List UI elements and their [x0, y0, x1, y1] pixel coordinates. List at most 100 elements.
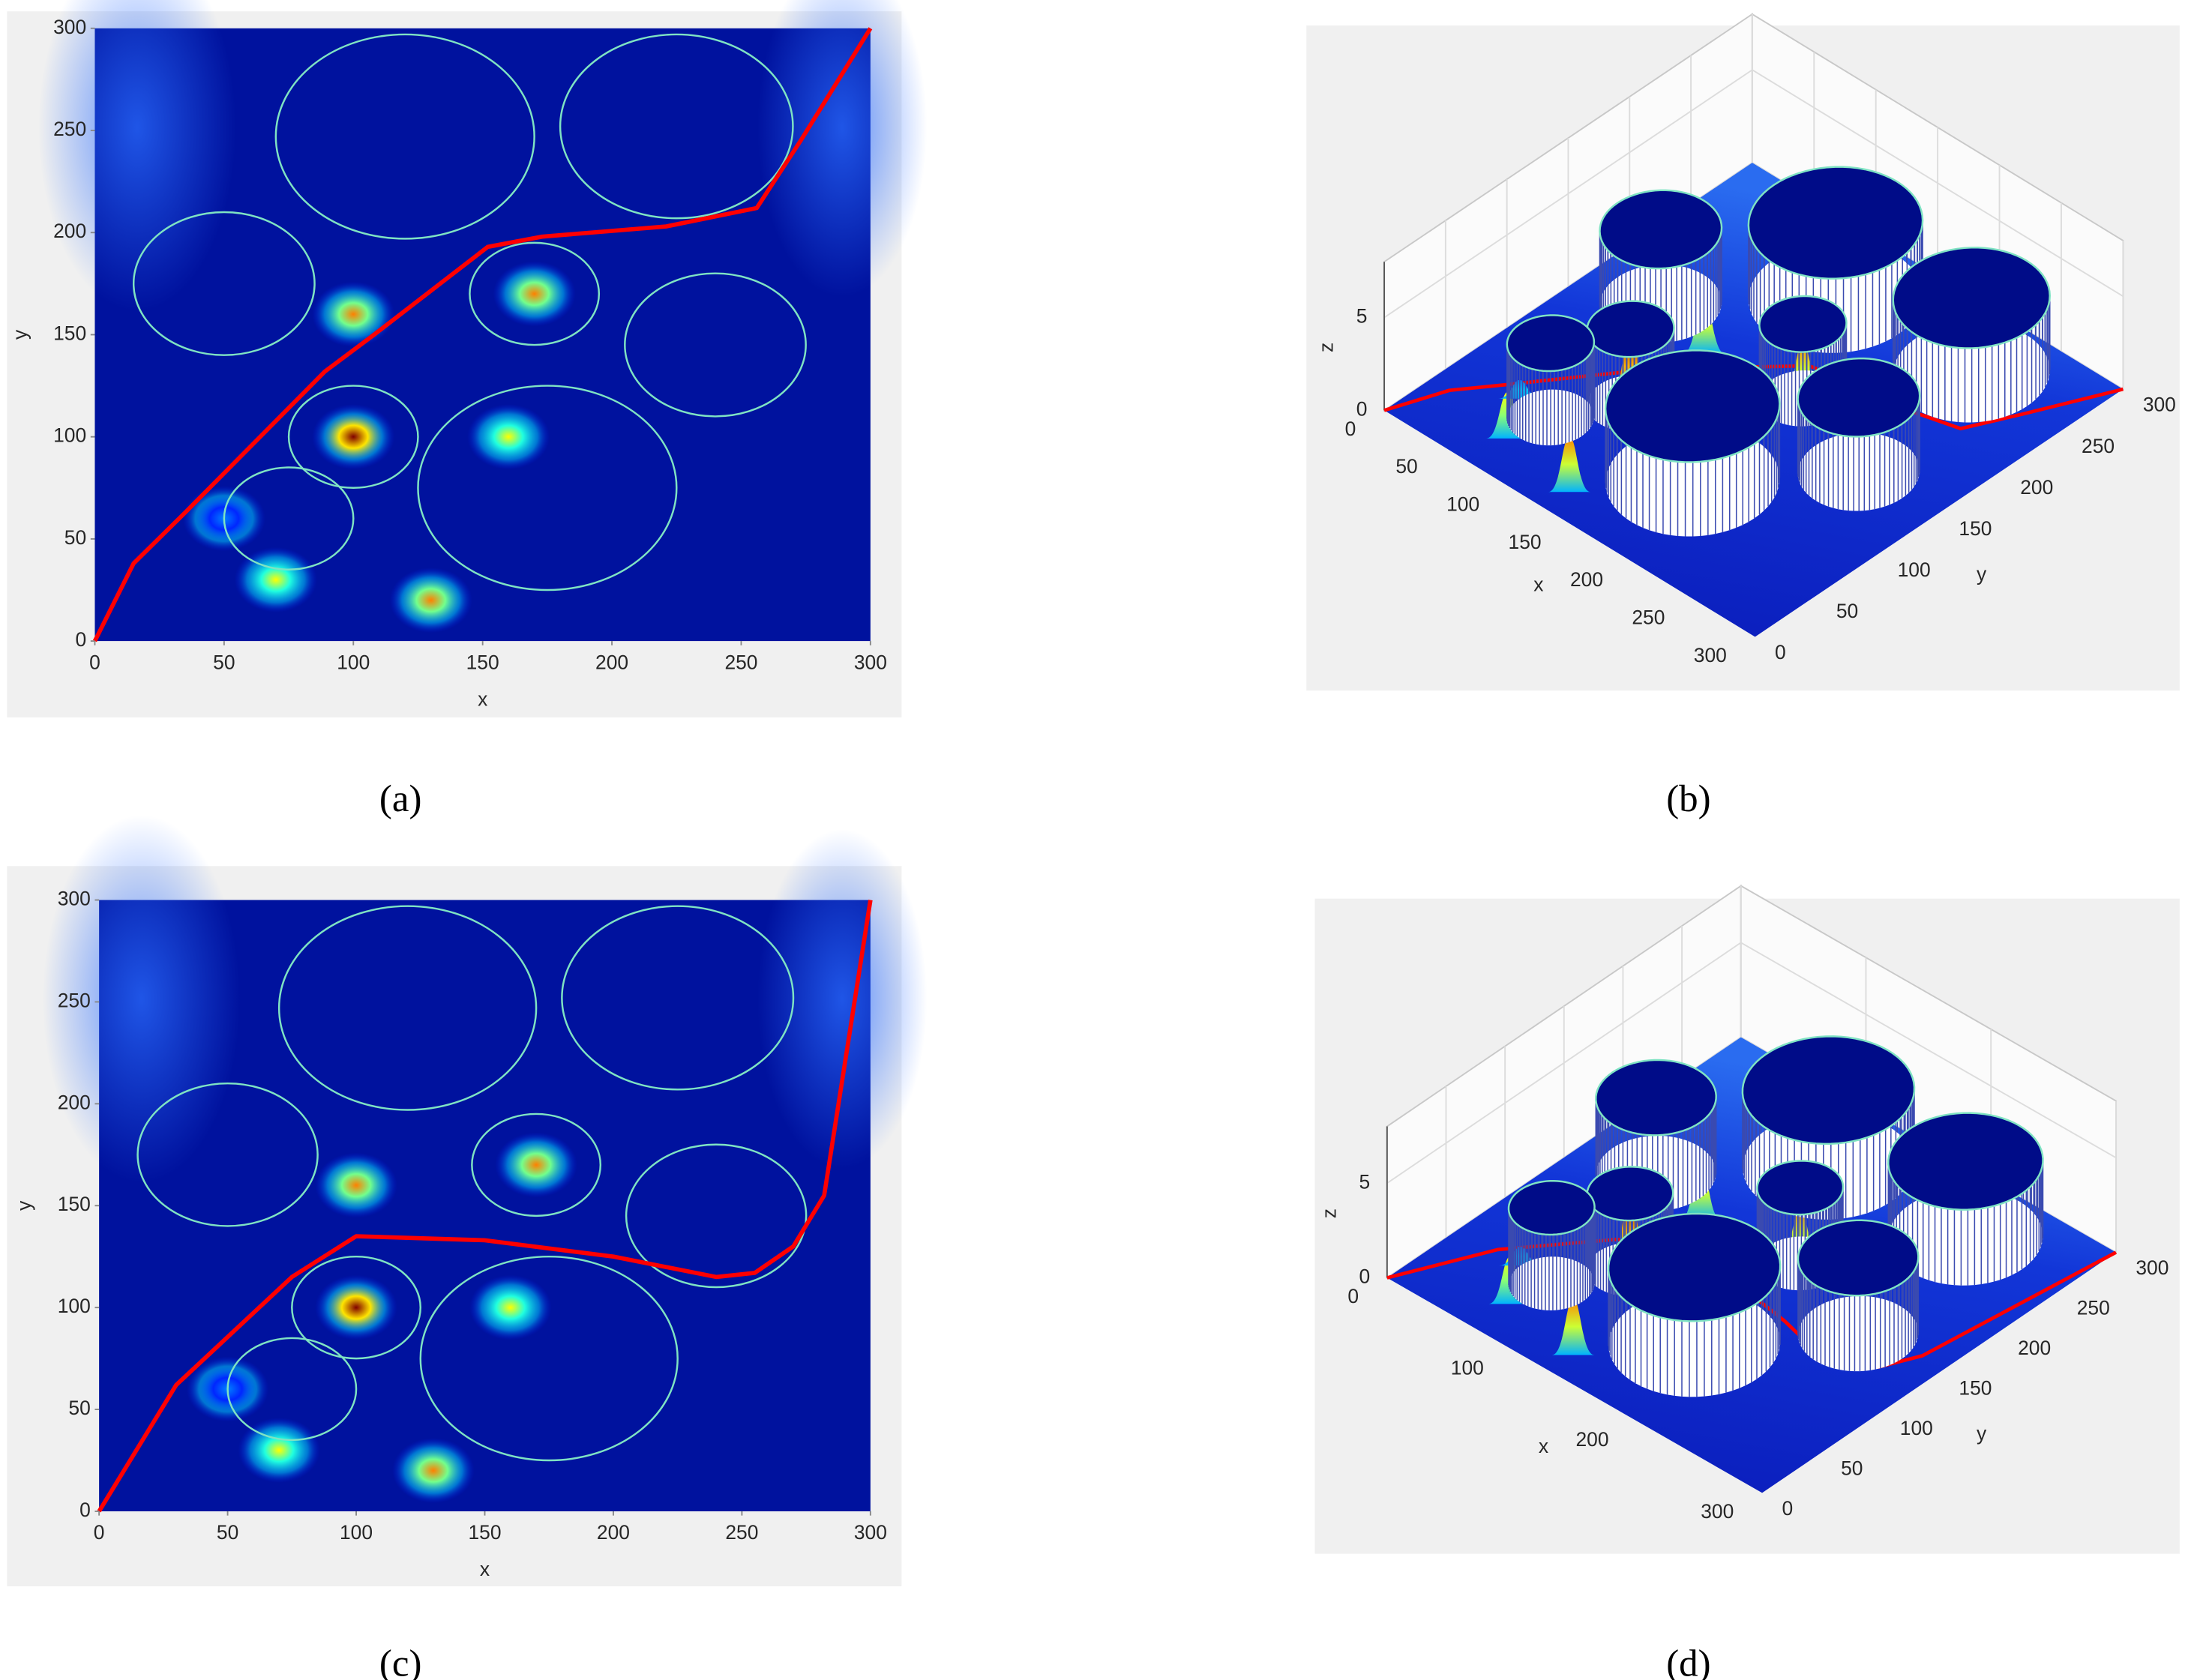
peak [495, 1132, 577, 1198]
x-tick-label: 300 [1701, 1500, 1734, 1523]
panel-label: (b) [1666, 778, 1710, 820]
obstacle-circle [559, 33, 794, 220]
x-tick-label: 250 [724, 651, 757, 673]
cylinder-top [1887, 1112, 2044, 1211]
y-tick-label: 100 [1900, 1417, 1933, 1439]
y-tick-label: 50 [68, 1397, 90, 1419]
path-line [97, 900, 873, 1513]
obstacle-circle [274, 33, 535, 240]
obstacle-circle [417, 385, 678, 591]
x-axis-label: x [480, 1558, 490, 1580]
grid-line [1752, 69, 2124, 298]
x-tick-label: 0 [1347, 1285, 1359, 1307]
obstacle-circle [419, 1255, 679, 1462]
peak [466, 404, 550, 470]
x-tick-label: 100 [1451, 1357, 1484, 1379]
x-tick-label: 100 [340, 1521, 373, 1544]
y-tick-label: 200 [2020, 476, 2053, 499]
cylinder-top [1797, 1219, 1920, 1297]
peak [315, 1152, 397, 1218]
z-axis-label: z [1317, 1208, 1340, 1218]
x-tick-label: 50 [217, 1521, 238, 1544]
z-tick-label: 0 [1359, 1265, 1371, 1288]
y-tick-label: 300 [53, 16, 86, 38]
obstacle-circle [561, 905, 795, 1091]
peak [392, 1438, 475, 1504]
y-tick-label: 200 [2018, 1337, 2051, 1359]
cylinder-top [1747, 166, 1924, 280]
obstacle-circle [625, 1143, 808, 1289]
y-tick-label: 250 [58, 989, 91, 1011]
cylinder-top [1506, 314, 1596, 373]
x-tick-label: 200 [1576, 1428, 1609, 1451]
x-tick-label: 300 [854, 651, 887, 673]
peak [315, 1274, 397, 1340]
glow [757, 829, 928, 1169]
path-line [92, 27, 873, 642]
y-tick-label: 200 [58, 1091, 91, 1113]
obstacle-circle [287, 385, 419, 489]
y-axis-label: y [1977, 562, 1987, 585]
y-axis-label: y [1977, 1422, 1987, 1445]
obstacle-circle [226, 1337, 358, 1442]
x-axis-label: x [1539, 1435, 1548, 1457]
y-tick-label: 50 [1841, 1457, 1863, 1480]
obstacle-circle [132, 211, 316, 356]
x-axis-label: x [1533, 573, 1543, 595]
panel-label: (d) [1666, 1643, 1710, 1680]
obstacle-circle [136, 1082, 319, 1227]
obstacle-circle [277, 905, 538, 1111]
x-tick-label: 300 [1694, 644, 1727, 666]
obstacle-circle [471, 1113, 602, 1217]
glow [38, 0, 237, 312]
y-tick-label: 150 [1959, 517, 1992, 540]
cylinder-top [1741, 1035, 1916, 1145]
y-tick-label: 300 [58, 888, 91, 910]
z-tick-label: 5 [1359, 1170, 1371, 1193]
z-axis-label: z [1315, 343, 1338, 352]
y-tick-label: 100 [58, 1295, 91, 1317]
x-tick-label: 0 [1345, 418, 1356, 440]
y-tick-label: 300 [2143, 394, 2176, 416]
y-tick-label: 150 [1959, 1377, 1992, 1400]
x-tick-label: 150 [468, 1521, 501, 1544]
x-tick-label: 200 [597, 1521, 630, 1544]
grid-line [1383, 69, 1753, 319]
y-tick-label: 250 [53, 118, 86, 140]
y-tick-label: 300 [2136, 1256, 2169, 1279]
cylinder-top [1507, 1180, 1596, 1236]
x-tick-label: 300 [854, 1521, 887, 1544]
grid-line [1740, 942, 2117, 1159]
y-tick-label: 50 [1836, 600, 1858, 622]
peak [312, 281, 395, 347]
y-tick-label: 0 [1782, 1497, 1793, 1520]
obstacle-circle [624, 272, 807, 418]
y-tick-label: 0 [1775, 641, 1786, 663]
cylinder-top [1758, 295, 1848, 353]
glow [42, 815, 241, 1184]
y-tick-label: 150 [53, 322, 86, 344]
y-tick-label: 200 [53, 220, 86, 242]
x-tick-label: 50 [1395, 455, 1417, 478]
obstacle-circle [469, 241, 601, 346]
z-tick-label: 0 [1356, 397, 1368, 420]
y-tick-label: 100 [1898, 559, 1931, 581]
cylinder-top [1586, 300, 1675, 358]
peak [238, 1417, 321, 1483]
peak [234, 547, 317, 612]
cylinder-top [1892, 247, 2051, 349]
x-axis-label: x [478, 687, 487, 710]
obstacle-circle [223, 466, 355, 570]
cylinder-top [1586, 1166, 1674, 1222]
panel-label: (c) [379, 1643, 422, 1680]
y-axis-label: y [8, 329, 31, 340]
cylinder-top [1595, 1059, 1717, 1136]
cylinder-top [1797, 357, 1921, 438]
x-tick-label: 250 [1632, 606, 1665, 629]
glow [757, 0, 928, 298]
y-tick-label: 250 [2077, 1297, 2110, 1319]
x-tick-label: 100 [337, 651, 370, 673]
panel-label: (a) [379, 778, 422, 820]
